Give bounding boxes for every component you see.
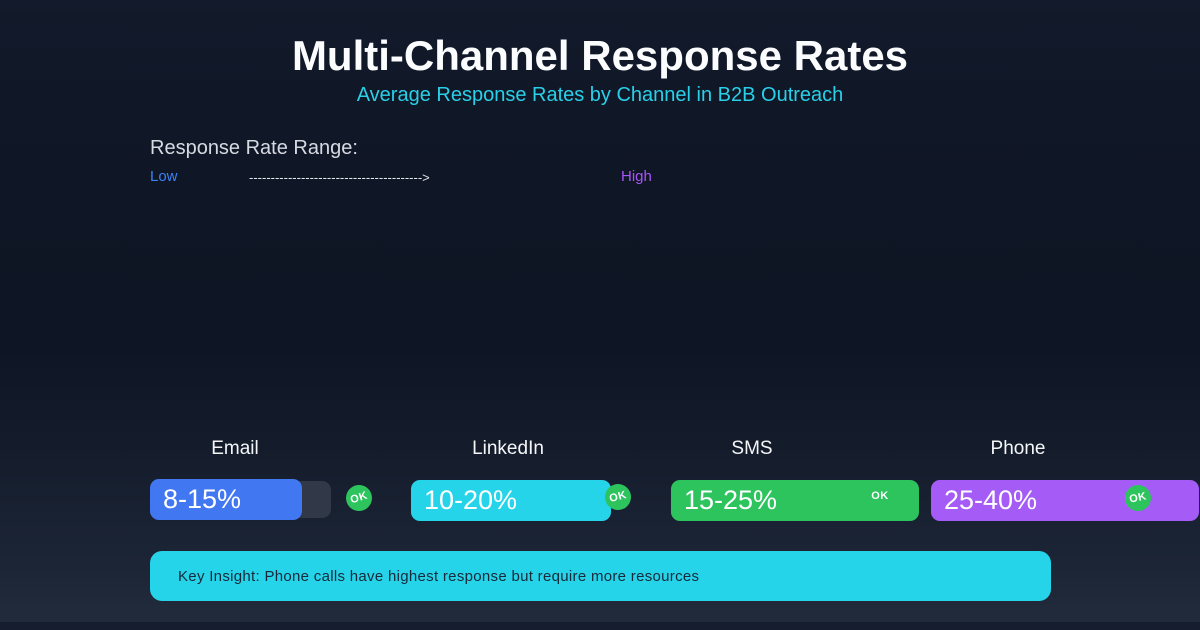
- legend-low-label: Low: [150, 168, 178, 185]
- legend-high-label: High: [621, 168, 652, 185]
- insight-text: Key Insight: Phone calls have highest re…: [178, 567, 700, 585]
- bar-fill-email: 8-15%: [150, 479, 302, 520]
- legend-title: Response Rate Range:: [150, 137, 358, 159]
- page-title: Multi-Channel Response Rates: [291, 32, 909, 79]
- channel-label-sms: SMS: [731, 438, 773, 459]
- bar-value-email: 8-15%: [163, 484, 242, 514]
- legend-arrow: ----------------------------------------…: [249, 170, 430, 185]
- footer-strip: [0, 622, 1200, 630]
- bar-value-linkedin: 10-20%: [424, 485, 518, 515]
- channel-label-email: Email: [211, 438, 259, 459]
- channel-label-linkedin: LinkedIn: [472, 438, 544, 459]
- ok-status-badge-email: OK: [342, 481, 376, 515]
- bar-fill-linkedin: 10-20%: [411, 480, 611, 521]
- channel-label-phone: Phone: [990, 438, 1046, 459]
- page-subtitle: Average Response Rates by Channel in B2B…: [356, 84, 844, 106]
- ok-status-badge-sms: OK: [867, 483, 893, 509]
- bar-fill-phone: 25-40%: [931, 480, 1199, 521]
- insight-banner: Key Insight: Phone calls have highest re…: [150, 551, 1051, 601]
- bar-value-sms: 15-25%: [684, 485, 778, 515]
- bar-value-phone: 25-40%: [944, 485, 1038, 515]
